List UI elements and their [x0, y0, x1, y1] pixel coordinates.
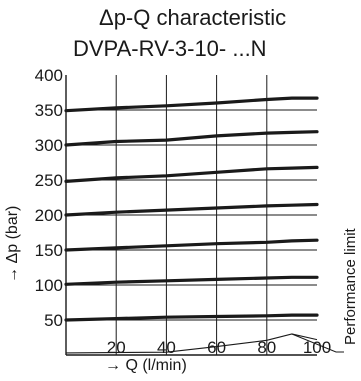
x-tick-label-20: 20	[107, 338, 126, 357]
series-line-1	[64, 313, 319, 322]
y-tick-label-400: 400	[35, 66, 63, 85]
y-axis-label: → Δp (bar)	[4, 206, 21, 283]
x-tick-label-80: 80	[257, 338, 276, 357]
y-tick-label-50: 50	[44, 311, 63, 330]
series-line-7	[64, 96, 319, 113]
y-tick-label-100: 100	[35, 276, 63, 295]
performance-limit-leader	[291, 333, 344, 353]
x-tick-label-100: 100	[303, 338, 331, 357]
performance-limit: Performance limit	[65, 227, 359, 354]
y-tick-label-150: 150	[35, 241, 63, 260]
performance-limit-curve	[65, 333, 318, 354]
performance-limit-label: Performance limit	[342, 227, 359, 345]
x-tick-label-40: 40	[157, 338, 176, 357]
series-line-5	[64, 165, 319, 183]
chart-title-line-1: Δp-Q characteristic	[99, 5, 286, 30]
y-tick-label-300: 300	[35, 136, 63, 155]
series-lines	[64, 96, 319, 322]
x-tick-label-60: 60	[207, 338, 226, 357]
series-line-4	[64, 202, 319, 217]
series-line-6	[64, 130, 319, 147]
y-tick-label-200: 200	[35, 206, 63, 225]
y-tick-label-250: 250	[35, 171, 63, 190]
grid-lines	[66, 75, 317, 355]
x-axis-label: → Q (l/min)	[105, 357, 187, 374]
chart-title-line-2: DVPA-RV-3-10- ...N	[73, 36, 267, 61]
tick-labels: 50 100 150 200 250 300 350 400 20 40 60 80 100	[35, 66, 332, 357]
plot-frame	[65, 75, 317, 356]
y-tick-label-350: 350	[35, 101, 63, 120]
series-line-2	[64, 275, 319, 286]
series-line-3	[64, 238, 319, 252]
